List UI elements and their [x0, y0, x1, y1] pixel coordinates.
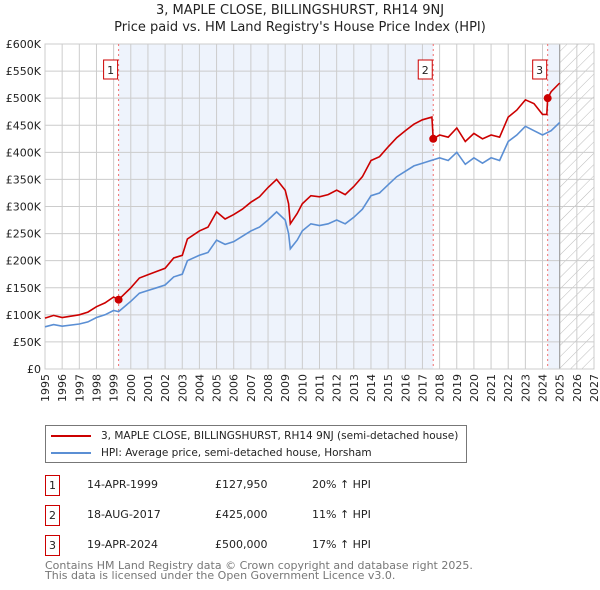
- y-tick-label: £600K: [6, 38, 42, 51]
- y-tick-label: £150K: [6, 282, 42, 295]
- x-tick-label: 2000: [125, 374, 138, 402]
- sale-badge: [532, 59, 548, 80]
- sale-number: 2: [45, 505, 60, 526]
- x-tick-label: 2009: [279, 374, 292, 402]
- sale-badge-label: 1: [107, 64, 114, 77]
- sale-badge-label: 3: [536, 64, 543, 77]
- legend-label: HPI: Average price, semi-detached house,…: [101, 447, 372, 459]
- sale-date: 14-APR-1999: [87, 478, 159, 491]
- x-tick-label: 2017: [416, 374, 429, 402]
- x-tick-label: 2002: [159, 374, 172, 402]
- legend-label: 3, MAPLE CLOSE, BILLINGSHURST, RH14 9NJ …: [101, 430, 459, 442]
- sale-price: £500,000: [215, 538, 268, 551]
- sale-hpi-diff: 11% ↑ HPI: [312, 508, 371, 521]
- x-tick-label: 2004: [193, 374, 206, 402]
- plot-border: [44, 43, 595, 370]
- footer-licence: This data is licensed under the Open Gov…: [45, 569, 396, 582]
- y-tick-label: £400K: [6, 146, 42, 159]
- legend: 3, MAPLE CLOSE, BILLINGSHURST, RH14 9NJ …: [45, 425, 467, 463]
- y-tick-label: £350K: [6, 173, 42, 186]
- x-tick-label: 2022: [502, 374, 515, 402]
- footer-copyright: Contains HM Land Registry data © Crown c…: [45, 559, 473, 572]
- legend-item-property: 3, MAPLE CLOSE, BILLINGSHURST, RH14 9NJ …: [51, 428, 458, 444]
- y-tick-label: £250K: [6, 228, 42, 241]
- sale-badge-label: 2: [422, 64, 429, 77]
- x-tick-label: 2020: [468, 374, 481, 402]
- x-tick-label: 1995: [39, 374, 52, 402]
- x-tick-label: 2027: [588, 374, 600, 402]
- y-tick-label: £550K: [6, 65, 42, 78]
- sale-price: £425,000: [215, 508, 268, 521]
- x-tick-label: 1996: [56, 374, 69, 402]
- sale-badge: [103, 59, 119, 80]
- sale-number: 1: [45, 475, 60, 496]
- x-tick-label: 2019: [451, 374, 464, 402]
- sale-number: 3: [45, 535, 60, 556]
- x-tick-label: 2011: [314, 374, 327, 402]
- sale-point: [543, 94, 552, 103]
- legend-line-blue: [51, 452, 91, 454]
- x-tick-label: 2006: [228, 374, 241, 402]
- x-tick-label: 2005: [211, 374, 224, 402]
- hpi-series-line: [44, 121, 561, 328]
- sale-badge: [417, 59, 433, 80]
- sale-date: 19-APR-2024: [87, 538, 159, 551]
- sale-hpi-diff: 20% ↑ HPI: [312, 478, 371, 491]
- x-tick-label: 2016: [399, 374, 412, 402]
- x-tick-label: 1999: [108, 374, 121, 402]
- y-tick-label: £500K: [6, 92, 42, 105]
- x-tick-label: 2001: [142, 374, 155, 402]
- sale-date: 18-AUG-2017: [87, 508, 161, 521]
- x-tick-label: 2021: [485, 374, 498, 402]
- property-series-line: [44, 82, 561, 319]
- x-tick-label: 1997: [73, 374, 86, 402]
- y-tick-label: £50K: [13, 336, 42, 349]
- x-tick-label: 2014: [365, 374, 378, 402]
- sale-point: [114, 295, 123, 304]
- legend-line-red: [51, 435, 91, 437]
- chart-subtitle: Price paid vs. HM Land Registry's House …: [114, 20, 486, 35]
- x-tick-label: 2025: [554, 374, 567, 402]
- x-tick-label: 2018: [434, 374, 447, 402]
- x-tick-label: 2012: [331, 374, 344, 402]
- y-tick-label: £300K: [6, 201, 42, 214]
- sale-hpi-diff: 17% ↑ HPI: [312, 538, 371, 551]
- chart-title: 3, MAPLE CLOSE, BILLINGSHURST, RH14 9NJ: [155, 3, 445, 18]
- price-chart: 1995 1996 1997 1998 1999 2000 2001 2002 2003 2004…: [6, 38, 600, 402]
- y-tick-label: £200K: [6, 255, 42, 268]
- x-tick-label: 2008: [262, 374, 275, 402]
- sale-price: £127,950: [215, 478, 268, 491]
- x-tick-label: 2003: [176, 374, 189, 402]
- x-tick-label: 2013: [348, 374, 361, 402]
- x-tick-label: 2023: [519, 374, 532, 402]
- x-tick-label: 2010: [296, 374, 309, 402]
- x-tick-label: 1998: [90, 374, 103, 402]
- x-tick-label: 2024: [537, 374, 550, 402]
- legend-item-hpi: HPI: Average price, semi-detached house,…: [51, 445, 372, 461]
- y-tick-label: £100K: [6, 309, 42, 322]
- x-tick-label: 2007: [245, 374, 258, 402]
- y-tick-label: £450K: [6, 119, 42, 132]
- x-tick-label: 2015: [382, 374, 395, 402]
- x-tick-label: 2026: [571, 374, 584, 402]
- y-tick-label: £0: [27, 363, 41, 376]
- sale-point: [429, 134, 438, 143]
